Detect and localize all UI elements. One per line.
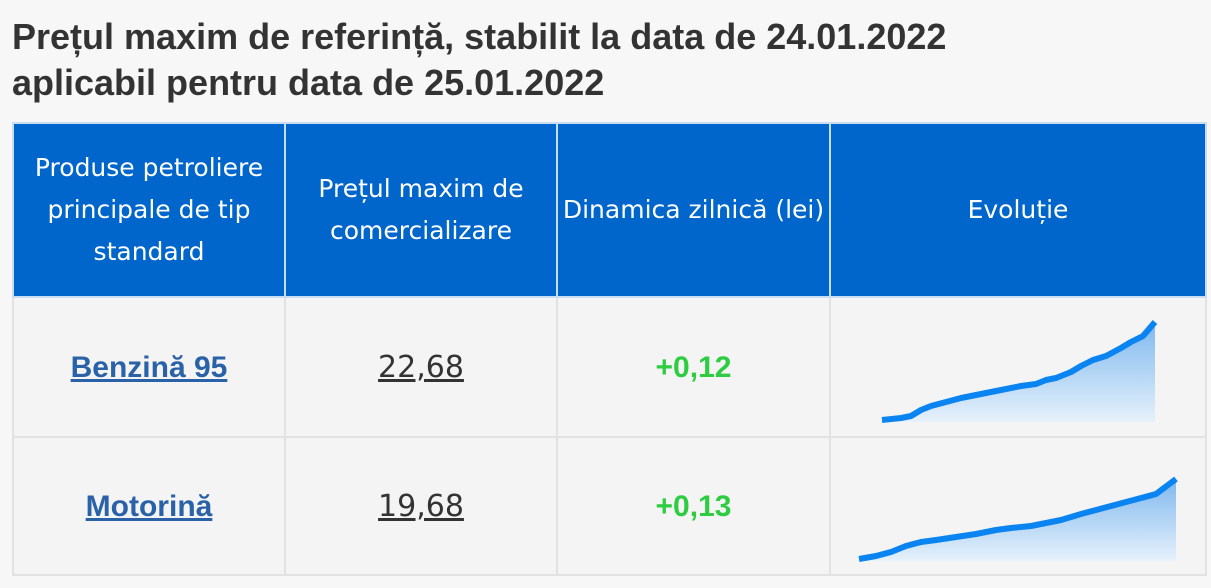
product-link[interactable]: Benzină 95 (70, 350, 228, 384)
cell (829, 296, 1207, 438)
cell: +0,12 (556, 296, 831, 438)
cell: +0,13 (556, 436, 831, 576)
title-line: aplicabil pentru data de 25.01.2022 (12, 62, 605, 103)
column-header: Dinamica zilnică (lei) (556, 122, 831, 298)
sparkline-line (881, 320, 1158, 423)
price-link[interactable]: 19,68 (378, 488, 464, 524)
daily-change: +0,12 (655, 350, 732, 384)
price-link[interactable]: 22,68 (378, 349, 464, 385)
sparkline (858, 476, 1178, 562)
column-header: Evoluție (829, 122, 1207, 298)
header-row: Produse petroliere principale de tip sta… (12, 122, 1207, 298)
product-link[interactable]: Motorină (85, 489, 213, 523)
column-header: Prețul maxim de comercializare (284, 122, 558, 298)
cell: Motorină (12, 436, 286, 576)
cell: 22,68 (284, 296, 558, 438)
table-row: Benzină 95 22,68 +0,12 (12, 296, 1207, 438)
cell (829, 436, 1207, 576)
title-line: Prețul maxim de referință, stabilit la d… (12, 16, 947, 57)
price-table: Produse petroliere principale de tip sta… (12, 122, 1207, 576)
table-row: Motorină 19,68 +0,13 (12, 436, 1207, 576)
sparkline-line (858, 476, 1178, 562)
sparkline-area (882, 322, 1155, 422)
sparkline (881, 320, 1158, 423)
cell: 19,68 (284, 436, 558, 576)
daily-change: +0,13 (655, 489, 732, 523)
column-header: Produse petroliere principale de tip sta… (12, 122, 286, 298)
page-title: Prețul maxim de referință, stabilit la d… (12, 14, 946, 106)
cell: Benzină 95 (12, 296, 286, 438)
